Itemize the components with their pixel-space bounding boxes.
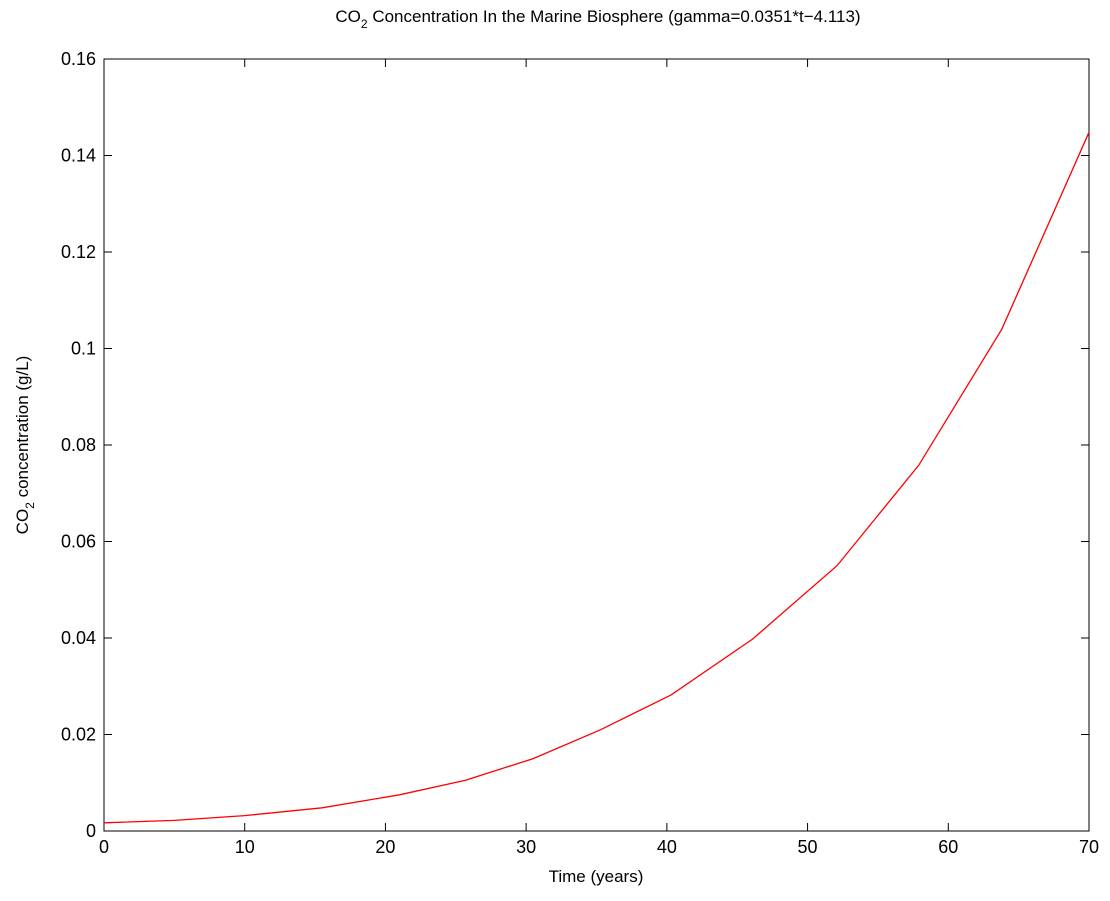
y-tick-label: 0.02 [61,725,96,745]
y-tick-label: 0.16 [61,49,96,69]
y-axis-label-subscript: 2 [23,502,37,509]
y-axis-label-main: CO [13,509,32,535]
y-tick-label: 0.12 [61,242,96,262]
series-line [103,132,1090,824]
y-tick-label: 0.1 [71,339,96,359]
x-axis-ticks [103,59,1090,831]
y-tick-label: 0.06 [61,532,96,552]
chart-title: CO2 Concentration In the Marine Biospher… [335,7,860,31]
x-tick-label: 0 [99,837,109,857]
y-axis-label: CO2 concentration (g/L) [13,356,37,535]
x-tick-label: 70 [1079,837,1099,857]
chart-title-rest: Concentration In the Marine Biosphere (g… [368,7,861,26]
y-tick-label: 0 [86,821,96,841]
y-tick-label: 0.14 [61,146,96,166]
y-tick-label: 0.04 [61,628,96,648]
x-axis-label: Time (years) [549,867,644,886]
x-tick-label: 30 [516,837,536,857]
x-tick-label: 50 [798,837,818,857]
y-axis-ticks [104,58,1089,832]
x-tick-label: 60 [938,837,958,857]
x-tick-label: 10 [235,837,255,857]
chart-title-subscript: 2 [361,17,368,31]
y-axis-label-rest: concentration (g/L) [13,356,32,502]
x-axis-tick-labels: 0 10 20 30 40 50 60 70 [99,837,1099,857]
x-tick-label: 40 [657,837,677,857]
y-tick-label: 0.08 [61,435,96,455]
x-tick-label: 20 [375,837,395,857]
y-axis-tick-labels: 0 0.02 0.04 0.06 0.08 0.1 0.12 0.14 0.16 [61,49,96,841]
chart-title-main: CO [335,7,361,26]
plot-area [103,58,1090,832]
